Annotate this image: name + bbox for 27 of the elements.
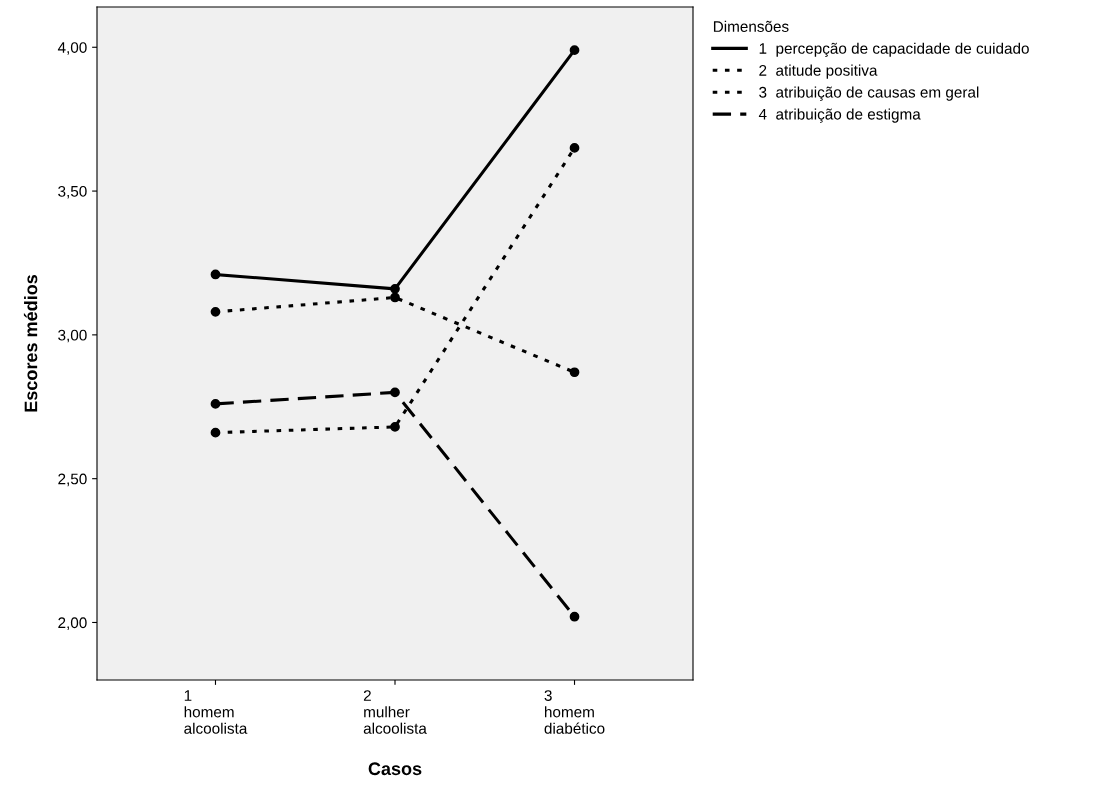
point xyxy=(210,269,221,280)
legend-label: 1 percepção de capacidade de cuidado xyxy=(759,42,1029,57)
point xyxy=(569,45,580,56)
point xyxy=(390,387,400,398)
y-tick-label: 3,50 xyxy=(58,185,87,199)
legend-label: 3 atribuição de causas em geral xyxy=(759,86,979,101)
y-tick-label: 2,00 xyxy=(58,617,87,630)
y-tick-label: 3,00 xyxy=(58,329,87,343)
point xyxy=(210,427,221,438)
point xyxy=(210,399,221,409)
legend-label: 2 atitude positiva xyxy=(759,64,878,79)
y-tick-label: 4,00 xyxy=(57,42,87,55)
point xyxy=(390,283,400,294)
point xyxy=(569,367,580,378)
y-axis-title: Escores médios xyxy=(23,274,38,412)
x-axis-title: Casos xyxy=(368,762,422,776)
point xyxy=(569,143,580,153)
x-tick-label: 1 homem alcoolista xyxy=(184,690,248,734)
y-tick-label: 2,50 xyxy=(58,473,87,487)
x-tick-label: 3 homem diabético xyxy=(544,690,605,734)
point xyxy=(390,422,400,432)
x-tick-label: 2 mulher alcoolista xyxy=(363,690,427,734)
legend-title: Dimensões xyxy=(713,20,789,32)
legend-label: 4 atribuição de estigma xyxy=(758,108,921,123)
point xyxy=(390,292,400,303)
point xyxy=(569,611,580,622)
point xyxy=(210,307,221,317)
